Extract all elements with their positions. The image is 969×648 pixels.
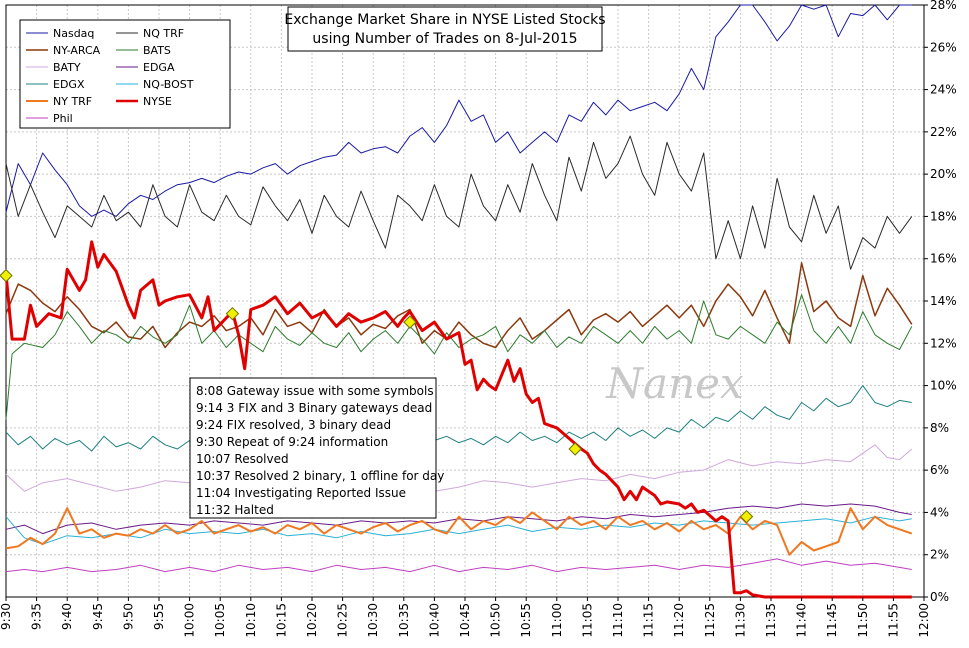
x-tick-label: 10:05 xyxy=(213,603,227,638)
x-tick-label: 10:35 xyxy=(397,603,411,638)
annotation-line: 10:07 Resolved xyxy=(196,452,289,466)
title-line-2: using Number of Trades on 8-Jul-2015 xyxy=(312,31,577,47)
marker-layer xyxy=(0,268,754,524)
series-line-ny-arca xyxy=(5,262,913,349)
y-tick-label: 16% xyxy=(930,252,957,266)
annotation-line: 11:04 Investigating Reported Issue xyxy=(196,486,406,500)
y-tick-label: 10% xyxy=(930,379,957,393)
y-tick-label: 2% xyxy=(930,548,949,562)
x-tick-label: 12:00 xyxy=(917,603,931,638)
x-tick-label: 9:35 xyxy=(30,603,44,630)
legend-label: BATS xyxy=(143,44,171,57)
y-tick-label: 6% xyxy=(930,463,949,477)
annotation-line: 9:24 FIX resolved, 3 binary dead xyxy=(196,418,391,432)
x-tick-label: 10:30 xyxy=(366,603,380,638)
y-tick-label: 4% xyxy=(930,505,949,519)
x-tick-label: 11:15 xyxy=(642,603,656,638)
y-axis-ticks: 0% 2% 4% 6% 8% 10% 12% 14% 16% 18% 20% 22% 24% 26% 28% xyxy=(924,0,957,604)
title-line-1: Exchange Market Share in NYSE Listed Sto… xyxy=(284,12,605,28)
series-line-nasdaq xyxy=(5,4,912,217)
incident-annotations: 8:08 Gateway issue with some symbols 9:14… xyxy=(189,377,444,519)
legend-label: NQ-BOST xyxy=(143,78,194,91)
y-tick-label: 0% xyxy=(930,590,949,604)
legend-label: NQ TRF xyxy=(143,27,184,40)
series-line-baty xyxy=(5,444,913,492)
legend-label: NYSE xyxy=(143,95,172,108)
series-line-bats xyxy=(5,294,913,420)
series-line-nq-trf xyxy=(5,135,913,270)
title-box xyxy=(287,6,603,52)
legend: Nasdaq NQ TRF NY-ARCA BATS BATY EDGA EDGX NQ-BO… xyxy=(19,19,231,129)
series-line-nyse xyxy=(4,240,912,599)
x-tick-label: 11:25 xyxy=(703,603,717,638)
x-tick-label: 10:10 xyxy=(244,603,258,638)
x-tick-label: 11:40 xyxy=(795,603,809,638)
y-tick-label: 28% xyxy=(930,0,957,12)
x-tick-label: 9:45 xyxy=(91,603,105,630)
legend-label: BATY xyxy=(53,61,81,74)
series-line-phil xyxy=(5,558,912,573)
y-tick-label: 26% xyxy=(930,40,957,54)
y-tick-label: 14% xyxy=(930,294,957,308)
x-tick-label: 11:50 xyxy=(856,603,870,638)
series-line-edgx xyxy=(5,385,912,452)
x-tick-label: 9:50 xyxy=(121,603,135,630)
x-tick-label: 9:40 xyxy=(60,603,74,630)
annotation-line: 11:32 Halted xyxy=(196,503,274,517)
annotation-line: 9:30 Repeat of 9:24 information xyxy=(196,435,388,449)
series-layer xyxy=(4,4,913,599)
x-tick-label: 10:15 xyxy=(274,603,288,638)
legend-label: NY TRF xyxy=(53,95,92,108)
x-tick-label: 10:55 xyxy=(519,603,533,638)
x-tick-label: 10:20 xyxy=(305,603,319,638)
x-tick-label: 11:55 xyxy=(886,603,900,638)
legend-box xyxy=(19,19,231,129)
x-tick-label: 10:25 xyxy=(336,603,350,638)
legend-label: Phil xyxy=(53,112,73,125)
x-tick-label: 11:45 xyxy=(825,603,839,638)
legend-label: EDGX xyxy=(53,78,85,91)
chart-title: Exchange Market Share in NYSE Listed Sto… xyxy=(284,6,606,52)
y-tick-label: 20% xyxy=(930,167,957,181)
x-tick-label: 11:30 xyxy=(733,603,747,638)
x-tick-label: 10:40 xyxy=(427,603,441,638)
x-tick-label: 11:20 xyxy=(672,603,686,638)
event-marker xyxy=(0,268,13,283)
annotation-line: 9:14 3 FIX and 3 Binary gateways dead xyxy=(196,401,432,415)
y-tick-label: 8% xyxy=(930,421,949,435)
annotation-line: 8:08 Gateway issue with some symbols xyxy=(196,384,434,398)
y-tick-label: 22% xyxy=(930,125,957,139)
series-line-ny-trf xyxy=(5,507,913,556)
annotation-line: 10:37 Resolved 2 binary, 1 offline for d… xyxy=(196,469,444,483)
event-marker xyxy=(739,509,754,524)
series-line-edga xyxy=(5,503,912,535)
legend-label: EDGA xyxy=(143,61,175,74)
event-marker xyxy=(403,315,417,329)
annotation-box xyxy=(189,377,437,519)
y-tick-label: 18% xyxy=(930,209,957,223)
x-tick-label: 10:50 xyxy=(489,603,503,638)
legend-label: Nasdaq xyxy=(53,27,94,40)
x-tick-label: 11:05 xyxy=(580,603,594,638)
series-line-nq-bost xyxy=(5,516,912,545)
legend-label: NY-ARCA xyxy=(53,44,101,57)
y-tick-label: 24% xyxy=(930,83,957,97)
x-tick-label: 11:00 xyxy=(550,603,564,638)
x-tick-label: 9:30 xyxy=(0,603,13,630)
x-axis-ticks: 9:30 9:35 9:40 9:45 9:50 9:55 10:00 10:05 10:10 1… xyxy=(0,597,931,638)
event-marker xyxy=(225,306,240,321)
y-tick-label: 12% xyxy=(930,336,957,350)
x-tick-label: 11:10 xyxy=(611,603,625,638)
x-tick-label: 9:55 xyxy=(152,603,166,630)
event-marker xyxy=(568,442,582,456)
x-tick-label: 10:45 xyxy=(458,603,472,638)
x-tick-label: 10:00 xyxy=(183,603,197,638)
watermark: Nanex xyxy=(605,359,744,408)
x-tick-label: 11:35 xyxy=(764,603,778,638)
